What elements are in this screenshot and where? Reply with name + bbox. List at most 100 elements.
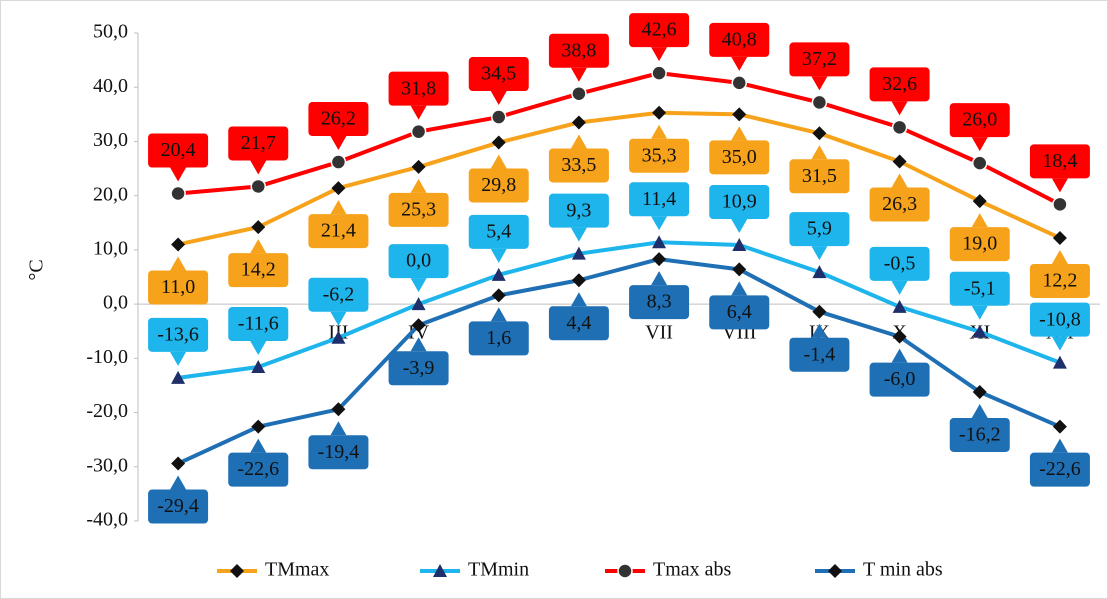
y-axis-label: °C	[26, 259, 48, 280]
y-tick-label: 40,0	[93, 75, 128, 97]
label-callout	[891, 101, 908, 116]
data-label: 14,2	[241, 259, 276, 281]
label-callout	[1051, 438, 1068, 453]
label-callout	[731, 281, 748, 296]
data-label: 11,4	[642, 188, 676, 210]
label-callout	[1051, 336, 1068, 351]
label-callout	[170, 475, 187, 490]
label-box	[949, 103, 1010, 138]
y-tick-label: -20,0	[86, 400, 128, 422]
label-box	[228, 307, 289, 342]
series-line	[177, 240, 1061, 380]
label-box	[1029, 144, 1090, 179]
label-box	[228, 126, 289, 161]
data-label: 5,9	[807, 218, 832, 240]
label-callout	[1051, 178, 1068, 193]
data-point	[652, 252, 667, 267]
data-point	[171, 370, 186, 384]
label-callout	[170, 167, 187, 182]
label-box	[1029, 452, 1090, 487]
data-point	[972, 324, 987, 338]
data-point	[171, 237, 186, 252]
data-point	[812, 126, 827, 141]
data-point	[250, 178, 266, 195]
label-box	[308, 214, 369, 249]
data-point	[1052, 230, 1067, 245]
label-callout	[330, 136, 347, 151]
data-label: 26,2	[321, 108, 356, 130]
y-tick-label: 20,0	[93, 183, 128, 205]
label-callout	[891, 173, 908, 188]
label-box	[148, 133, 209, 168]
label-callout	[811, 76, 828, 91]
data-label: 25,3	[401, 199, 436, 221]
data-label: 21,4	[321, 220, 356, 242]
label-box	[308, 435, 369, 470]
label-callout	[570, 292, 587, 307]
label-box	[388, 351, 449, 386]
legend-label: TMmax	[265, 559, 329, 581]
label-callout	[490, 91, 507, 106]
data-point	[411, 159, 426, 174]
data-point	[1052, 196, 1068, 213]
label-callout	[410, 178, 427, 193]
data-point	[331, 181, 346, 196]
label-box	[789, 42, 850, 77]
data-label: 40,8	[722, 28, 757, 50]
label-box	[148, 270, 209, 305]
data-point	[251, 360, 266, 374]
label-callout	[490, 307, 507, 322]
data-label: -19,4	[318, 441, 360, 463]
y-tick-label: -10,0	[86, 346, 128, 368]
label-callout	[891, 348, 908, 363]
data-label: 19,0	[962, 233, 997, 255]
label-box	[949, 227, 1010, 262]
data-point	[972, 194, 987, 209]
label-callout	[330, 200, 347, 215]
label-callout	[651, 271, 668, 286]
data-label: 10,9	[722, 191, 757, 213]
label-box	[228, 452, 289, 487]
label-callout	[891, 280, 908, 295]
data-point	[1052, 419, 1067, 434]
y-tick-label: 50,0	[93, 21, 128, 43]
data-label: 26,0	[962, 109, 997, 131]
data-label: -0,5	[884, 252, 916, 274]
label-box	[148, 317, 209, 352]
data-point	[251, 419, 266, 434]
label-box	[709, 22, 770, 57]
data-point	[411, 297, 426, 311]
label-box	[869, 246, 930, 281]
data-label: -29,4	[157, 495, 199, 517]
label-callout	[490, 154, 507, 169]
x-tick-label: IV	[408, 322, 430, 344]
label-box	[629, 13, 690, 48]
series-line	[177, 257, 1061, 466]
label-box	[869, 187, 930, 222]
label-callout	[410, 105, 427, 120]
label-box	[869, 362, 930, 397]
data-label: 37,2	[802, 48, 837, 70]
data-point	[892, 329, 907, 344]
label-callout	[330, 421, 347, 436]
data-label: 26,3	[882, 193, 917, 215]
data-point	[571, 85, 587, 102]
label-box	[308, 277, 369, 312]
data-label: 34,5	[481, 63, 516, 85]
label-box	[629, 285, 690, 320]
data-label: 0,0	[406, 250, 431, 272]
label-box	[949, 417, 1010, 452]
label-box	[789, 159, 850, 194]
label-callout	[410, 278, 427, 293]
data-label: -22,6	[1039, 458, 1081, 480]
data-label: 12,2	[1042, 270, 1077, 292]
label-box	[548, 306, 609, 341]
data-label: 31,5	[802, 165, 837, 187]
label-box	[789, 212, 850, 247]
label-callout	[731, 126, 748, 141]
legend-marker	[617, 563, 633, 579]
legend-marker	[433, 564, 447, 577]
data-point	[251, 220, 266, 235]
data-label: 29,8	[481, 174, 516, 196]
data-point	[732, 238, 747, 252]
